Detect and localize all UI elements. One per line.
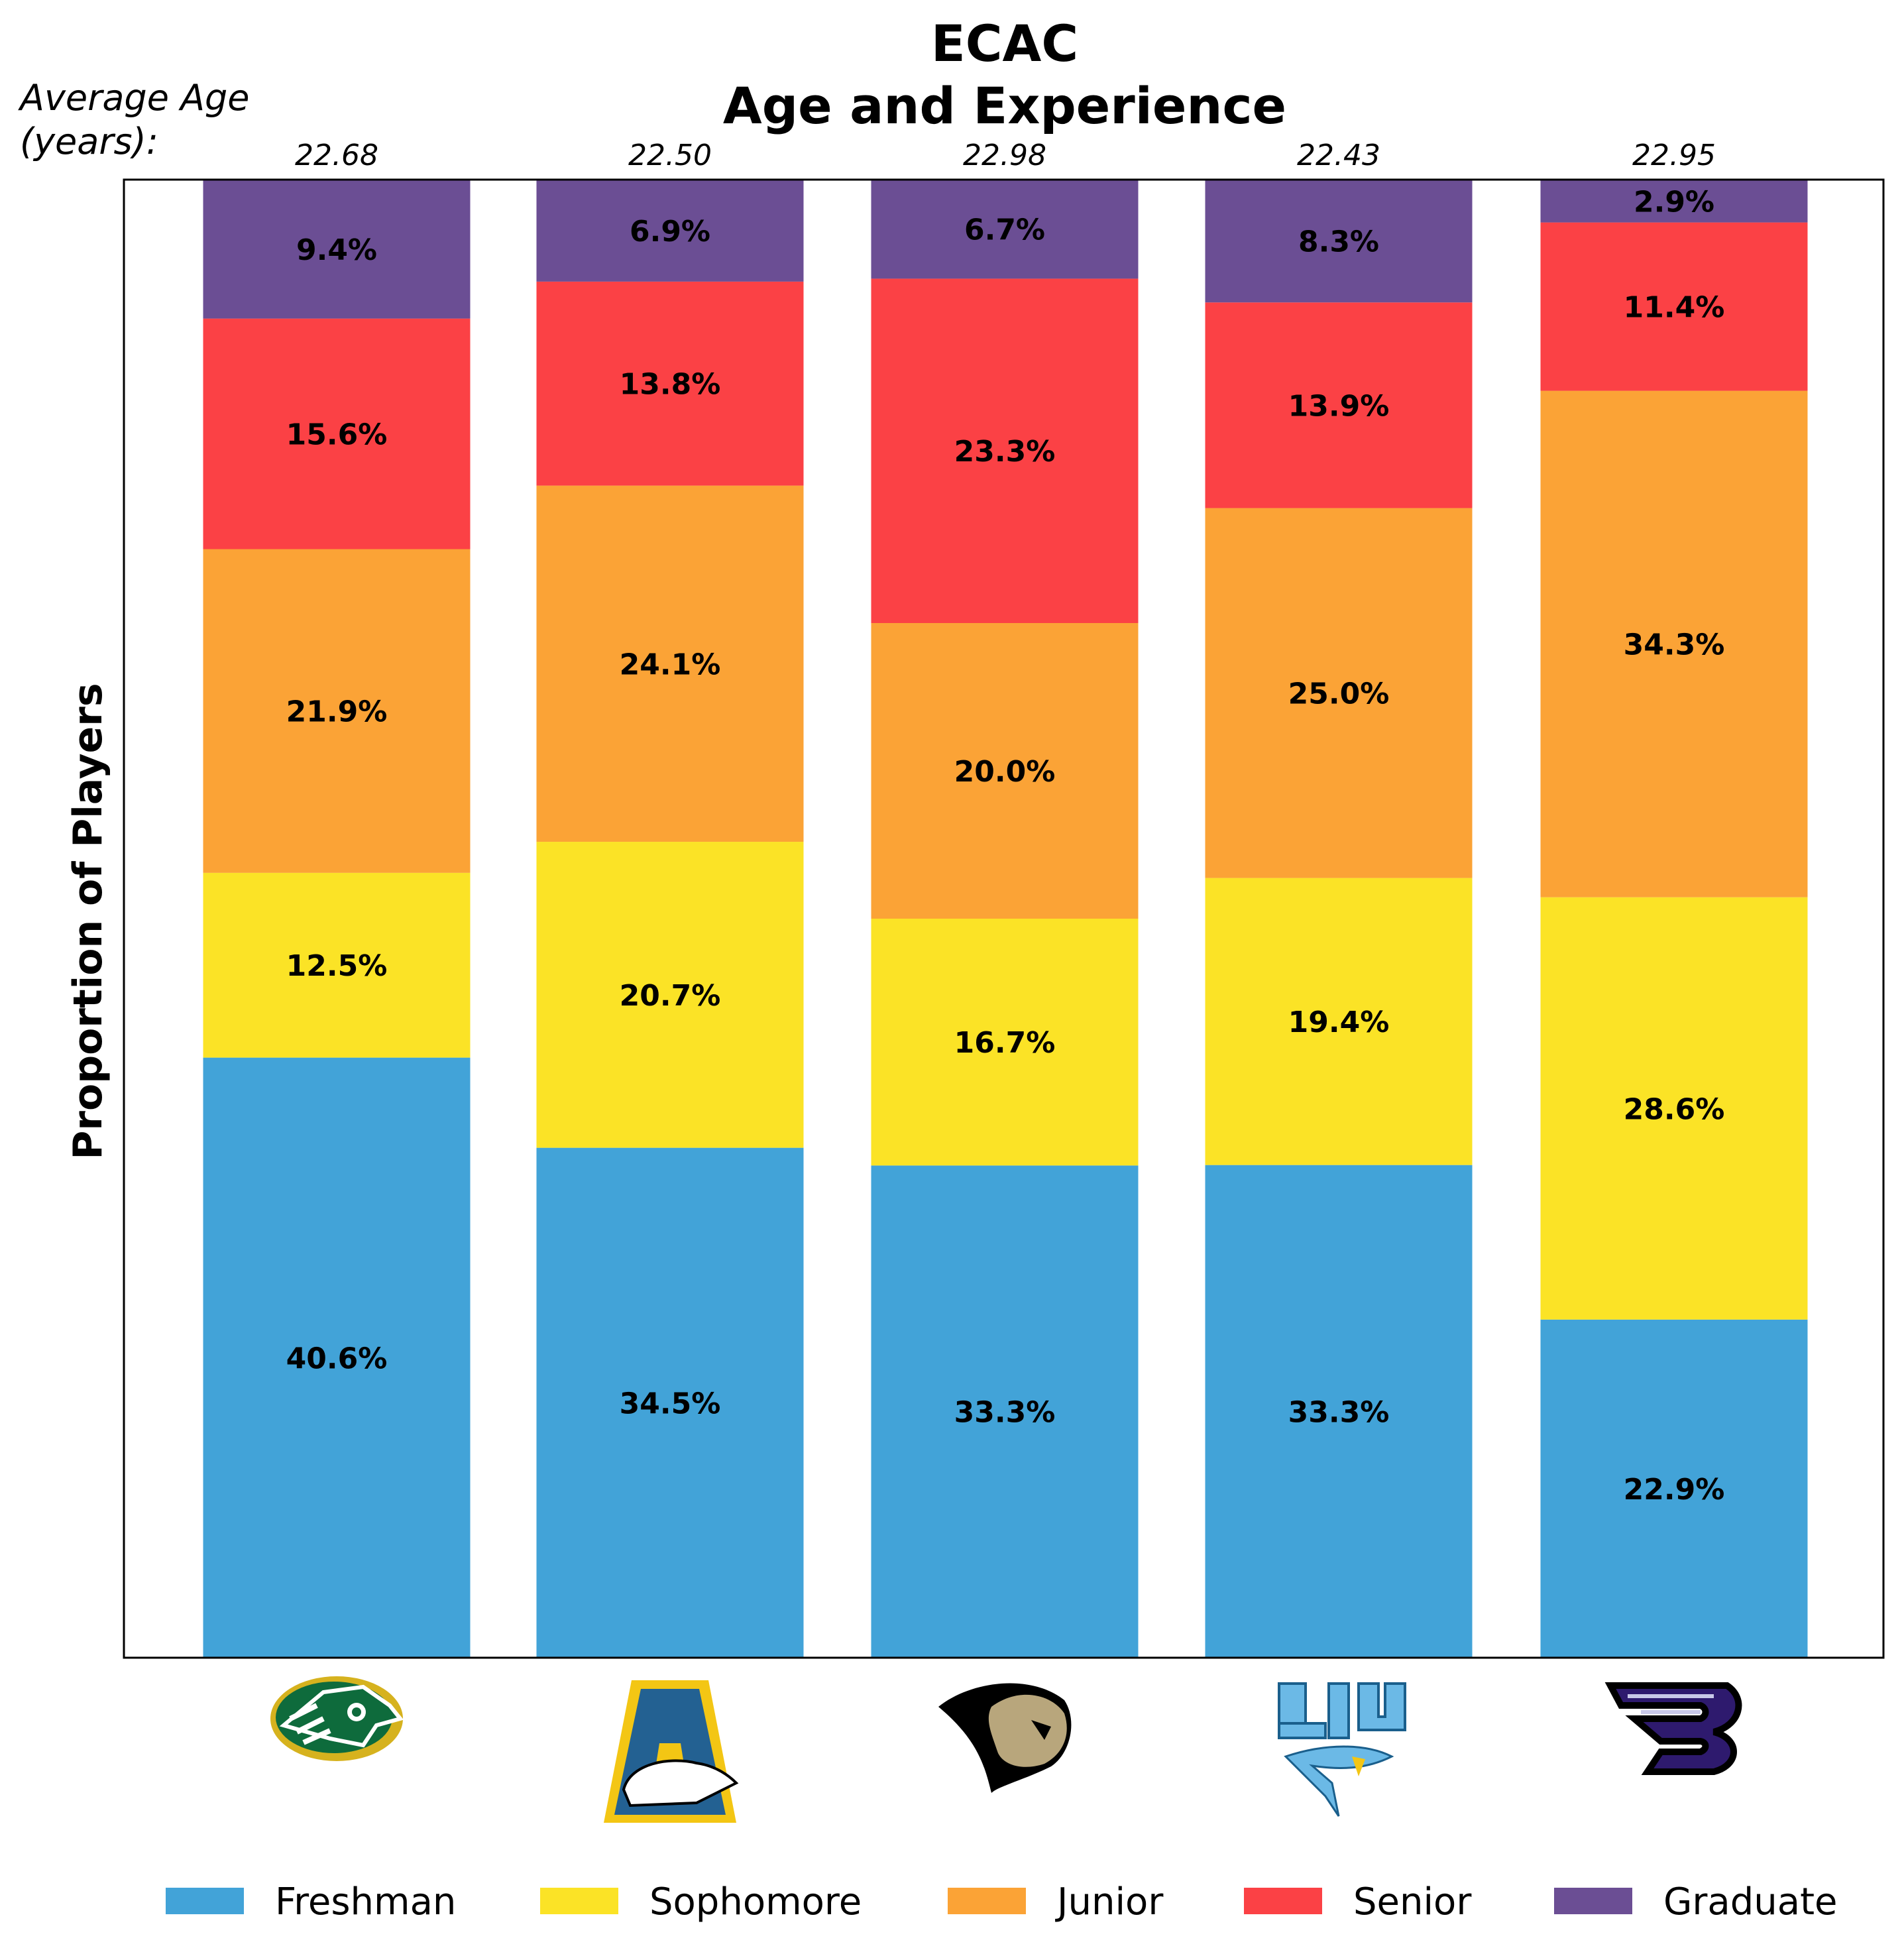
legend-label-freshman: Freshman (275, 1880, 456, 1924)
data-label-senior-3: 13.9% (1288, 389, 1390, 423)
data-label-senior-4: 11.4% (1624, 291, 1725, 325)
bar-segment-senior-1 (536, 281, 804, 486)
data-label-junior-3: 25.0% (1288, 677, 1390, 711)
legend-swatch-sophomore (540, 1888, 618, 1914)
bar-segment-sophomore-0 (203, 872, 471, 1058)
data-label-sophomore-2: 16.7% (954, 1026, 1056, 1060)
average-age-value-1: 22.50 (628, 139, 712, 172)
bar-segment-sophomore-4 (1540, 897, 1808, 1320)
average-age-values: 22.68 22.50 22.98 22.43 22.95 (295, 139, 1716, 172)
bar-segment-junior-4 (1540, 390, 1808, 897)
y-axis-label: Proportion of Players (65, 683, 111, 1159)
bar-segment-sophomore-2 (871, 919, 1139, 1166)
legend-label-sophomore: Sophomore (649, 1880, 862, 1924)
alaska-nanooks-logo (604, 1680, 739, 1823)
average-age-label-line2: (years): (20, 121, 158, 162)
bar-segment-graduate-4 (1540, 180, 1808, 223)
bar-segment-senior-0 (203, 318, 471, 549)
bar-segment-sophomore-3 (1205, 878, 1473, 1165)
data-label-graduate-0: 9.4% (296, 233, 377, 267)
chart-title-line2: Age and Experience (723, 76, 1286, 135)
data-label-freshman-2: 33.3% (954, 1396, 1056, 1430)
data-label-graduate-4: 2.9% (1634, 185, 1714, 219)
legend: Freshman Sophomore Junior Senior Graduate (166, 1880, 1838, 1924)
chart-title-line1: ECAC (931, 14, 1078, 73)
data-label-senior-0: 15.6% (286, 418, 388, 452)
data-label-junior-4: 34.3% (1624, 628, 1725, 662)
data-label-freshman-0: 40.6% (286, 1342, 388, 1375)
data-label-junior-1: 24.1% (620, 648, 721, 681)
bar-segment-junior-1 (536, 485, 804, 842)
data-label-graduate-2: 6.7% (964, 213, 1045, 247)
legend-label-graduate: Graduate (1663, 1880, 1838, 1924)
bar-segment-graduate-1 (536, 180, 804, 282)
data-label-graduate-3: 8.3% (1298, 225, 1379, 259)
data-label-sophomore-0: 12.5% (286, 949, 388, 983)
data-label-sophomore-3: 19.4% (1288, 1006, 1390, 1039)
stonehill-skyhawks-logo (1604, 1682, 1742, 1775)
bar-segment-graduate-2 (871, 180, 1139, 279)
lindenwood-lions-logo (938, 1683, 1072, 1793)
average-age-value-2: 22.98 (963, 139, 1046, 172)
legend-swatch-junior (948, 1888, 1026, 1914)
bar-segment-freshman-1 (536, 1147, 804, 1658)
legend-label-senior: Senior (1353, 1880, 1472, 1924)
bar-segment-sophomore-1 (536, 842, 804, 1148)
bar-segment-graduate-0 (203, 180, 471, 319)
legend-swatch-freshman (166, 1888, 244, 1914)
average-age-value-4: 22.95 (1632, 139, 1716, 172)
data-label-junior-2: 20.0% (954, 755, 1056, 789)
plot-frame (123, 178, 1885, 1659)
bar-segment-freshman-2 (871, 1165, 1139, 1658)
average-age-value-0: 22.68 (295, 139, 378, 172)
bar-segment-freshman-4 (1540, 1319, 1808, 1658)
data-label-sophomore-1: 20.7% (620, 979, 721, 1013)
data-label-sophomore-4: 28.6% (1624, 1092, 1725, 1126)
data-label-graduate-1: 6.9% (630, 215, 710, 249)
bars-group: 40.6% 12.5% 21.9% 15.6% 9.4% 34.5% 20.7% 24.1% 1… (203, 180, 1808, 1658)
alaska-anchorage-seawolves-logo (270, 1676, 404, 1761)
data-label-freshman-3: 33.3% (1288, 1395, 1390, 1429)
bar-segment-senior-3 (1205, 302, 1473, 508)
data-label-senior-1: 13.8% (620, 368, 721, 402)
bar-segment-junior-2 (871, 623, 1139, 919)
bar-segment-graduate-3 (1205, 180, 1473, 303)
average-age-label-line1: Average Age (18, 77, 250, 119)
bar-segment-freshman-0 (203, 1057, 471, 1658)
bar-segment-junior-0 (203, 549, 471, 873)
legend-label-junior: Junior (1055, 1880, 1164, 1924)
bar-segment-senior-4 (1540, 222, 1808, 391)
data-label-junior-0: 21.9% (286, 695, 388, 729)
bar-segment-senior-2 (871, 278, 1139, 623)
data-label-freshman-1: 34.5% (620, 1387, 721, 1420)
liu-sharks-logo (1278, 1682, 1406, 1817)
legend-swatch-senior (1244, 1888, 1322, 1914)
legend-swatch-graduate (1554, 1888, 1632, 1914)
bar-segment-junior-3 (1205, 508, 1473, 878)
bar-segment-freshman-3 (1205, 1165, 1473, 1658)
data-label-freshman-4: 22.9% (1624, 1473, 1725, 1507)
data-label-senior-2: 23.3% (954, 435, 1056, 469)
average-age-value-3: 22.43 (1297, 139, 1380, 172)
